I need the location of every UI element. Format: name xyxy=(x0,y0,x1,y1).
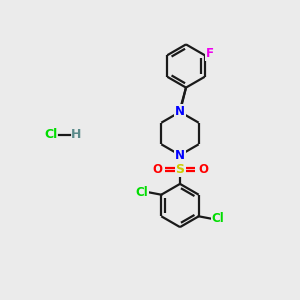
Text: Cl: Cl xyxy=(212,212,224,225)
Text: Cl: Cl xyxy=(136,186,148,199)
Text: O: O xyxy=(198,163,208,176)
Text: O: O xyxy=(152,163,162,176)
Text: H: H xyxy=(70,128,81,142)
Text: S: S xyxy=(176,163,184,176)
Text: N: N xyxy=(175,148,185,162)
Text: Cl: Cl xyxy=(44,128,58,142)
Text: F: F xyxy=(206,47,214,60)
Text: N: N xyxy=(175,105,185,119)
